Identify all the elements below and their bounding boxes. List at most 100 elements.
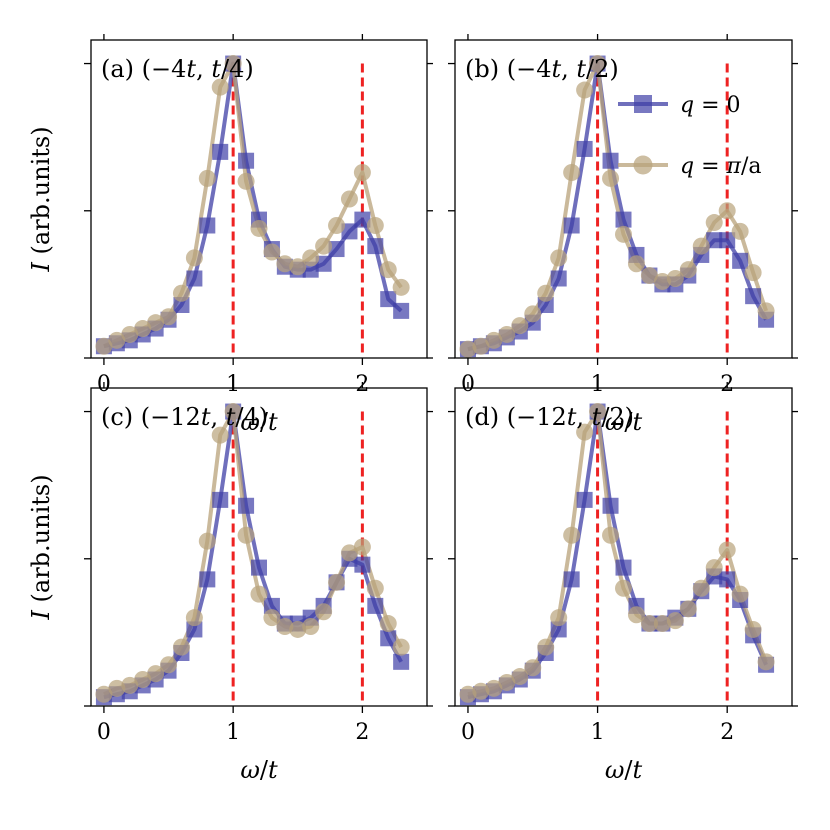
data-point-qpi — [718, 541, 736, 559]
data-point-qpi — [485, 679, 503, 697]
data-point-qpi — [160, 656, 178, 674]
data-point-qpi — [95, 685, 113, 703]
data-point-q0 — [745, 288, 762, 305]
data-point-qpi — [679, 600, 697, 618]
panel-d: 0 1 2 (d) (−12t, t/2) ω/t — [448, 382, 798, 784]
data-point-q0 — [199, 571, 216, 588]
data-point-q0 — [732, 252, 749, 269]
data-point-qpi — [511, 668, 529, 686]
data-point-q0 — [602, 152, 619, 169]
data-point-qpi — [379, 615, 397, 633]
data-point-qpi — [589, 55, 607, 73]
data-point-qpi — [315, 237, 333, 255]
data-point-qpi — [498, 325, 516, 343]
data-point-qpi — [731, 585, 749, 603]
data-point-qpi — [108, 331, 126, 349]
data-point-qpi — [757, 653, 775, 671]
data-point-qpi — [366, 579, 384, 597]
legend-marker-q0 — [634, 95, 652, 113]
data-point-q0 — [576, 491, 593, 508]
data-point-qpi — [237, 526, 255, 544]
data-point-qpi — [576, 423, 594, 441]
data-point-qpi — [744, 264, 762, 282]
data-point-qpi — [472, 682, 490, 700]
data-point-q0 — [550, 621, 567, 638]
panel-label: (b) (−4t, t/2) — [465, 55, 619, 83]
data-point-qpi — [524, 659, 542, 677]
data-point-qpi — [589, 403, 607, 421]
data-point-qpi — [550, 249, 568, 267]
data-point-qpi — [134, 671, 152, 688]
data-point-qpi — [640, 615, 658, 633]
data-point-q0 — [615, 559, 632, 576]
data-point-q0 — [615, 211, 632, 228]
data-point-q0 — [173, 297, 190, 313]
data-point-q0 — [186, 621, 203, 638]
data-point-qpi — [550, 609, 568, 627]
data-point-qpi — [121, 325, 139, 343]
data-point-qpi — [315, 603, 333, 621]
data-point-qpi — [276, 618, 294, 635]
data-point-q0 — [328, 241, 345, 258]
data-point-q0 — [238, 152, 255, 169]
x-axis-label: ω/t — [240, 408, 278, 436]
data-point-qpi — [602, 169, 620, 187]
data-point-q0 — [550, 270, 567, 287]
data-point-qpi — [302, 618, 320, 635]
data-point-qpi — [640, 267, 658, 285]
data-point-qpi — [211, 78, 229, 96]
data-point-qpi — [172, 284, 190, 302]
x-tick-label: 0 — [461, 720, 475, 745]
data-point-qpi — [511, 317, 529, 335]
x-tick-label: 1 — [591, 720, 605, 745]
x-axis-label: ω/t — [605, 756, 643, 784]
data-point-q0 — [251, 559, 267, 576]
data-point-qpi — [160, 308, 178, 326]
data-point-q0 — [212, 143, 229, 160]
panel-label: (c) (−12t, t/4) — [101, 403, 268, 431]
data-point-qpi — [744, 620, 762, 638]
data-point-q0 — [186, 270, 203, 287]
data-point-qpi — [237, 172, 255, 190]
axes-frame — [454, 39, 793, 359]
data-point-qpi — [147, 314, 165, 332]
panel-a: 0 1 2(a) (−4t, t/4)ω/tI (arb.units) — [27, 34, 433, 436]
data-point-q0 — [576, 140, 593, 157]
legend: q = 0 q = π/a — [618, 93, 762, 179]
data-point-qpi — [172, 638, 190, 656]
data-point-qpi — [224, 403, 242, 421]
data-point-qpi — [653, 272, 671, 290]
data-point-q0 — [341, 223, 358, 240]
data-point-q0 — [602, 497, 619, 514]
data-point-qpi — [459, 685, 477, 703]
legend-label-qpi: q = π/a — [680, 154, 762, 179]
data-point-qpi — [108, 679, 126, 697]
data-point-qpi — [679, 261, 697, 279]
data-point-q0 — [380, 630, 397, 647]
data-point-q0 — [563, 217, 580, 234]
panel-label: (d) (−12t, t/2) — [465, 403, 634, 431]
data-point-qpi — [666, 612, 684, 630]
data-point-qpi — [653, 615, 671, 633]
x-tick-label: 0 — [97, 720, 111, 745]
data-point-qpi — [627, 255, 645, 273]
data-point-q0 — [367, 597, 384, 614]
data-point-qpi — [224, 55, 242, 73]
series-line-qpi — [103, 61, 403, 349]
data-point-q0 — [212, 491, 229, 508]
panel-b: 0 1 2(b) (−4t, t/2)ω/t — [448, 34, 798, 436]
data-point-q0 — [302, 261, 319, 278]
data-point-qpi — [250, 219, 268, 237]
x-tick-label: 2 — [720, 720, 734, 745]
data-point-qpi — [524, 305, 542, 323]
data-point-q0 — [719, 232, 736, 249]
data-point-qpi — [705, 559, 723, 577]
data-point-qpi — [353, 538, 371, 556]
data-point-qpi — [627, 606, 645, 624]
data-point-qpi — [705, 214, 723, 232]
panel-label: (a) (−4t, t/4) — [101, 55, 254, 83]
data-point-q0 — [706, 232, 723, 249]
data-point-qpi — [289, 620, 307, 638]
data-point-qpi — [328, 573, 346, 591]
